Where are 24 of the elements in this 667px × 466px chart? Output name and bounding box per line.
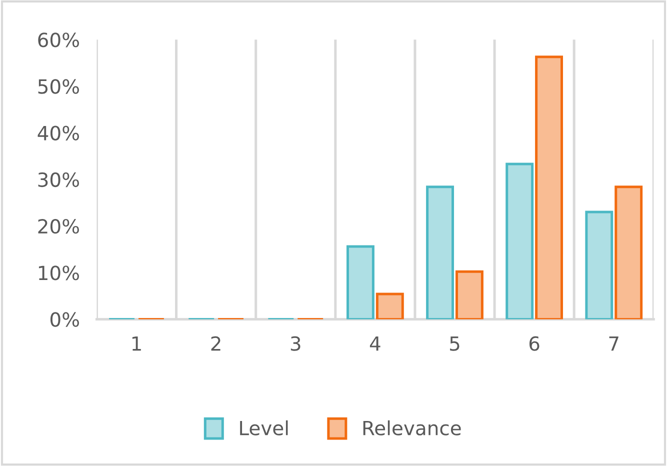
x-tick-label: 1 [132,336,141,351]
bar [346,245,374,320]
y-tick-label: 60% [38,32,79,48]
bar [455,270,484,320]
bar [506,162,534,320]
y-tick-label: 50% [38,79,79,94]
bar [585,210,614,320]
bar [426,186,454,320]
x-tick-label: 3 [290,336,300,351]
bar [614,186,643,320]
y-tick-label: 30% [38,172,79,188]
y-tick-label: 40% [38,126,79,140]
legend-label: Level [240,420,288,436]
legend-label: Relevance [363,420,461,436]
bar [376,292,404,320]
y-tick-label: 20% [38,218,79,234]
x-tick-label: 7 [609,336,618,351]
x-tick-label: 2 [211,336,220,351]
y-tick-label: 10% [38,266,79,280]
y-tick-label: 0% [50,312,79,327]
x-tick-label: 6 [529,336,540,351]
x-tick-label: 5 [450,336,460,351]
bar [535,56,564,320]
x-tick-label: 4 [370,336,380,351]
